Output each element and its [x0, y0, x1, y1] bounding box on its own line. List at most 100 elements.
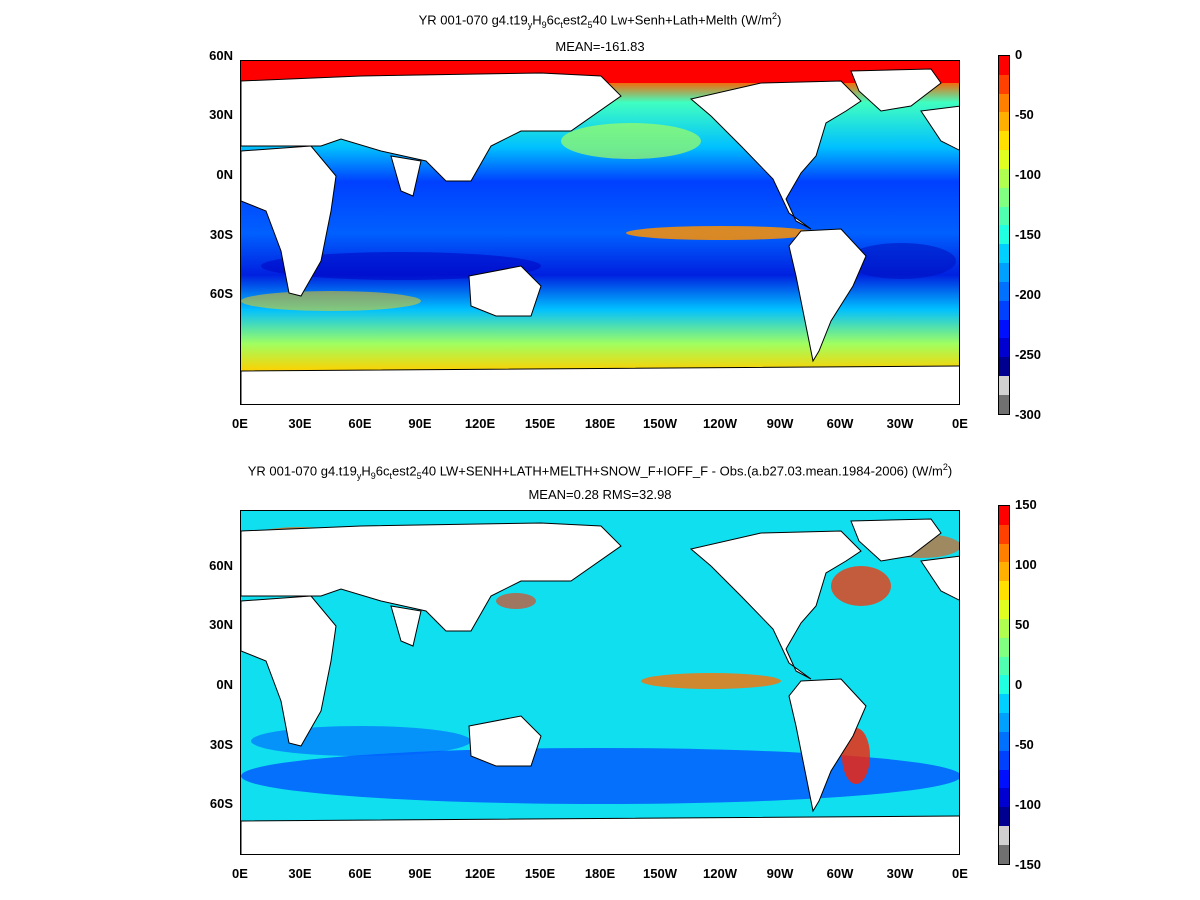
colorbar-swatch [999, 244, 1009, 264]
panel2-xlabel: 60W [826, 866, 854, 881]
panel1-xlabel: 90E [408, 416, 432, 431]
panel2-xlabel: 120E [464, 866, 496, 881]
colorbar-swatch [999, 769, 1009, 789]
colorbar-label: -100 [1015, 797, 1042, 812]
colorbar-swatch [999, 713, 1009, 732]
colorbar-swatch [999, 600, 1009, 619]
panel1-xlabel: 90W [766, 416, 794, 431]
colorbar-swatch [999, 543, 1009, 563]
greenland-land [850, 68, 942, 112]
panel2-ylabel: 30S [209, 737, 233, 752]
colorbar-label: -250 [1015, 347, 1042, 362]
colorbar-swatch [999, 131, 1009, 151]
panel2-colorbar [998, 505, 1010, 865]
colorbar-swatch [999, 694, 1009, 714]
panel2-xlabel: 0E [952, 866, 968, 881]
panel2-ylabel: 60N [209, 558, 233, 573]
panel1-ylabel: 30N [209, 107, 233, 122]
panel2-xlabel: 180E [584, 866, 616, 881]
australia-land [468, 715, 542, 767]
panel2-xlabel: 30W [886, 866, 914, 881]
panel2-title: YR 001-070 g4.t19yH96ctest2540 LW+SENH+L… [247, 462, 953, 481]
colorbar-swatch [999, 319, 1009, 339]
colorbar-swatch [999, 394, 1009, 414]
colorbar-swatch [999, 338, 1009, 358]
eurasia-land [241, 72, 622, 182]
india-land [390, 605, 422, 647]
panel1-xlabel: 120W [703, 416, 737, 431]
greenland-land [850, 518, 942, 562]
colorbar-swatch [999, 731, 1009, 751]
south-america-land [788, 678, 867, 813]
panel2-xlabel: 90E [408, 866, 432, 881]
colorbar-swatch [999, 93, 1009, 113]
australia-land [468, 265, 542, 317]
colorbar-label: 50 [1015, 617, 1030, 632]
panel1-xlabel: 150E [524, 416, 556, 431]
colorbar-swatch [999, 656, 1009, 676]
colorbar-label: 150 [1015, 497, 1037, 512]
panel2-xlabel: 60E [348, 866, 372, 881]
panel1-ylabel: 30S [209, 227, 233, 242]
colorbar-label: -50 [1015, 737, 1034, 752]
panel2-ylabel: 30N [209, 617, 233, 632]
colorbar-swatch [999, 206, 1009, 226]
colorbar-swatch [999, 637, 1009, 657]
colorbar-label: 0 [1015, 677, 1023, 692]
colorbar-swatch [999, 225, 1009, 245]
colorbar-swatch [999, 281, 1009, 301]
colorbar-label: -300 [1015, 407, 1042, 422]
north-america-land [689, 80, 862, 230]
panel1-xlabel: 30W [886, 416, 914, 431]
panel2-map [240, 510, 960, 855]
south-america-land [788, 228, 867, 363]
colorbar-swatch [999, 826, 1009, 845]
panel2-xlabel: 150W [643, 866, 677, 881]
panel1-ylabel: 0N [216, 167, 233, 182]
antarctica-land [241, 815, 959, 854]
colorbar-swatch [999, 807, 1009, 827]
panel1-xlabel: 180E [584, 416, 616, 431]
panel1-ylabel: 60S [209, 286, 233, 301]
panel1-mean: MEAN=-161.83 [555, 39, 645, 54]
panel2-xlabel: 0E [232, 866, 248, 881]
panel1-xlabel: 0E [952, 416, 968, 431]
panel2-ylabel: 60S [209, 796, 233, 811]
colorbar-swatch [999, 376, 1009, 395]
panel1-colorbar [998, 55, 1010, 415]
colorbar-swatch [999, 750, 1009, 770]
europe-land [920, 105, 959, 151]
colorbar-swatch [999, 844, 1009, 864]
eurasia-land [241, 522, 622, 632]
india-land [390, 155, 422, 197]
panel2-stats: MEAN=0.28 RMS=32.98 [528, 487, 672, 502]
panel1-xlabel: 0E [232, 416, 248, 431]
colorbar-swatch [999, 300, 1009, 320]
africa-land [241, 145, 337, 297]
colorbar-swatch [999, 187, 1009, 207]
panel1-xlabel: 30E [288, 416, 312, 431]
panel2-xlabel: 90W [766, 866, 794, 881]
colorbar-label: 0 [1015, 47, 1023, 62]
colorbar-swatch [999, 675, 1009, 695]
colorbar-swatch [999, 581, 1009, 601]
colorbar-label: -100 [1015, 167, 1042, 182]
colorbar-swatch [999, 788, 1009, 808]
panel1-xlabel: 60W [826, 416, 854, 431]
panel1-xlabel: 150W [643, 416, 677, 431]
panel2-xlabel: 30E [288, 866, 312, 881]
north-america-land [689, 530, 862, 680]
africa-land [241, 595, 337, 747]
colorbar-label: -200 [1015, 287, 1042, 302]
colorbar-swatch [999, 150, 1009, 169]
colorbar-swatch [999, 524, 1009, 544]
panel1-ylabel: 60N [209, 48, 233, 63]
colorbar-swatch [999, 357, 1009, 377]
colorbar-swatch [999, 168, 1009, 188]
antarctica-land [241, 365, 959, 404]
colorbar-label: -150 [1015, 857, 1042, 872]
colorbar-swatch [999, 618, 1009, 638]
colorbar-swatch [999, 506, 1009, 525]
colorbar-swatch [999, 56, 1009, 75]
panel2-ylabel: 0N [216, 677, 233, 692]
